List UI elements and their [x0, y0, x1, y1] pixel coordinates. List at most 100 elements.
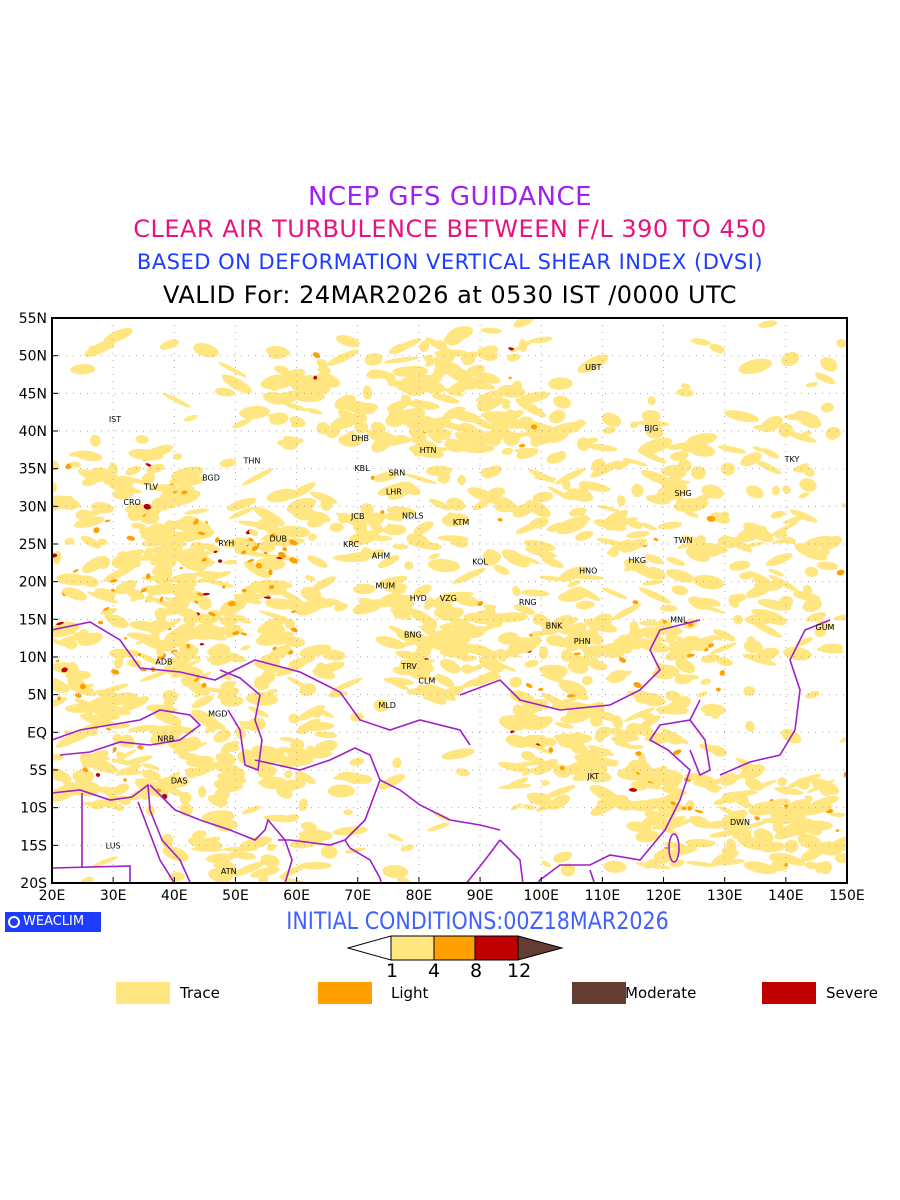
turbulence-patch — [717, 445, 747, 454]
turbulence-patch — [400, 844, 415, 852]
turbulence-patch — [103, 607, 110, 611]
colorbar-segment-trace — [390, 935, 435, 961]
turbulence-patch — [162, 393, 191, 408]
turbulence-patch — [615, 641, 636, 651]
turbulence-patch — [675, 498, 687, 504]
turbulence-patch — [736, 525, 767, 543]
turbulence-patch — [572, 768, 599, 782]
turbulence-patch — [754, 816, 760, 821]
turbulence-patch — [177, 626, 211, 640]
turbulence-patch — [699, 543, 728, 554]
turbulence-patch — [589, 660, 608, 671]
turbulence-patch — [514, 447, 536, 454]
turbulence-patch — [123, 755, 153, 766]
turbulence-patch — [774, 786, 804, 795]
turbulence-patch — [559, 566, 587, 582]
turbulence-patch — [742, 541, 765, 548]
turbulence-patch — [255, 562, 263, 569]
turbulence-patch — [149, 484, 180, 492]
station-label-mgd: MGD — [208, 710, 227, 719]
copyright-icon — [8, 916, 20, 928]
turbulence-patch — [190, 560, 216, 570]
lon-tick-label: 150E — [829, 888, 865, 904]
turbulence-patch — [522, 804, 536, 810]
turbulence-patch — [759, 841, 786, 853]
lat-tick-label: 15S — [20, 838, 47, 854]
turbulence-patch — [632, 633, 643, 640]
turbulence-patch — [683, 510, 699, 518]
turbulence-patch — [114, 580, 137, 595]
legend-label-moderate: Moderate — [625, 984, 697, 1002]
turbulence-patch — [513, 604, 536, 615]
turbulence-patch — [743, 686, 756, 697]
turbulence-patch — [164, 596, 187, 607]
turbulence-patch — [373, 699, 389, 712]
station-label-clm: CLM — [418, 676, 435, 685]
turbulence-patch — [203, 687, 227, 694]
turbulence-patch — [361, 547, 373, 558]
lat-tick-label: 20S — [20, 876, 47, 892]
turbulence-patch — [113, 803, 125, 811]
turbulence-patch — [151, 558, 177, 575]
turbulence-patch — [272, 646, 277, 651]
turbulence-patch — [286, 676, 310, 690]
turbulence-patch — [89, 345, 99, 351]
turbulence-patch — [135, 435, 149, 444]
turbulence-patch — [620, 538, 648, 553]
turbulence-patch — [293, 375, 304, 387]
turbulence-patch — [439, 658, 461, 674]
turbulence-patch — [186, 643, 191, 649]
turbulence-patch — [247, 559, 255, 563]
turbulence-patch — [95, 772, 101, 777]
station-label-krc: KRC — [343, 540, 359, 549]
turbulence-patch — [289, 539, 298, 546]
turbulence-patch — [644, 554, 664, 565]
turbulence-patch — [270, 378, 291, 390]
turbulence-patch — [461, 675, 488, 689]
turbulence-patch — [541, 779, 550, 787]
turbulence-patch — [438, 352, 456, 365]
turbulence-patch — [681, 806, 687, 811]
turbulence-patch — [128, 724, 159, 733]
turbulence-patch — [66, 678, 85, 685]
legend-swatch-severe — [762, 982, 816, 1004]
turbulence-patch — [639, 620, 658, 627]
turbulence-patch — [797, 834, 823, 850]
turbulence-patch — [349, 757, 364, 766]
turbulence-patch — [52, 766, 72, 783]
turbulence-patch — [654, 624, 683, 636]
turbulence-patch — [801, 430, 813, 436]
turbulence-patch — [258, 875, 269, 883]
turbulence-patch — [686, 653, 695, 658]
turbulence-patch — [439, 421, 473, 433]
turbulence-patch — [251, 545, 259, 551]
turbulence-patch — [431, 393, 460, 404]
turbulence-patch — [259, 558, 286, 571]
turbulence-patch — [377, 555, 400, 569]
lat-tick-label: 5N — [28, 688, 47, 704]
turbulence-patch — [268, 584, 275, 590]
turbulence-patch — [428, 639, 437, 649]
turbulence-patch — [97, 620, 104, 625]
station-label-adb: ADB — [155, 658, 172, 667]
legend-swatch-trace — [116, 982, 170, 1004]
lat-tick-label: 45N — [19, 386, 47, 402]
title-valid-time: VALID For: 24MAR2026 at 0530 IST /0000 U… — [162, 281, 738, 309]
turbulence-patch — [385, 583, 408, 592]
turbulence-patch — [415, 640, 424, 647]
turbulence-patch — [470, 626, 481, 635]
turbulence-patch — [539, 575, 565, 582]
turbulence-patch — [120, 696, 150, 712]
turbulence-patch — [518, 416, 534, 427]
turbulence-patch — [658, 789, 685, 807]
turbulence-patch — [577, 512, 591, 521]
turbulence-patch — [408, 428, 427, 442]
turbulence-patch — [787, 773, 822, 788]
turbulence-patch — [789, 509, 818, 523]
turbulence-patch — [522, 767, 537, 776]
turbulence-patch — [131, 522, 146, 529]
turbulence-patch — [458, 632, 472, 643]
station-label-ndls: NDLS — [402, 511, 424, 520]
turbulence-patch — [697, 691, 708, 698]
turbulence-patch — [722, 790, 758, 797]
